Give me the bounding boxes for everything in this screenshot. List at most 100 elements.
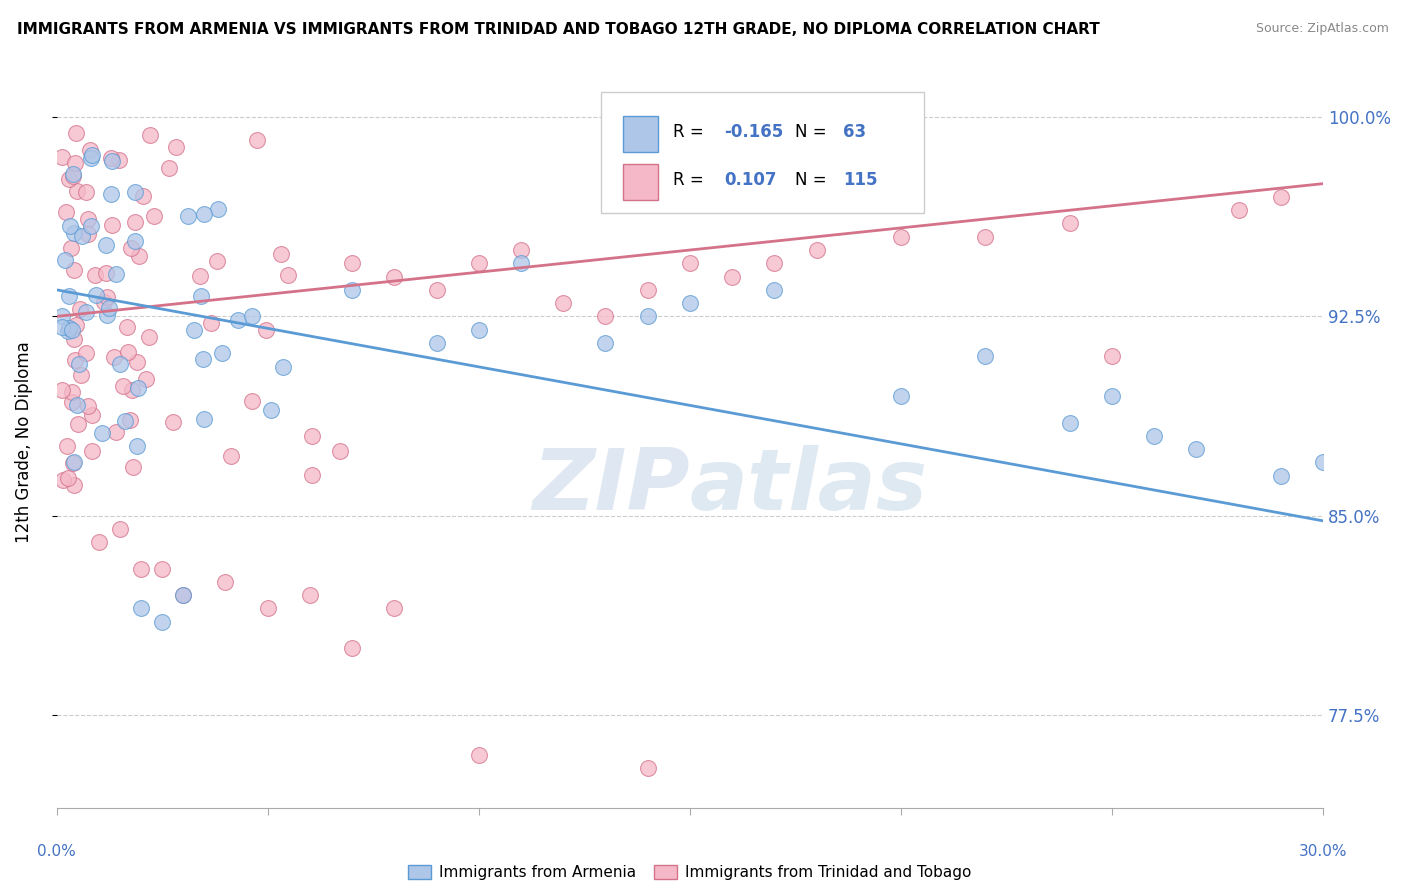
Point [77,227,100,241]
Point [117,320,139,334]
Point [62,457,84,471]
Point [70,368,93,383]
Point [138,330,160,344]
Point [65,318,87,332]
Point [190,289,212,303]
Point [124,215,146,229]
Point [159,161,181,175]
Point [256,601,278,615]
Point [60,395,83,409]
Point [139,128,162,142]
FancyBboxPatch shape [602,92,924,212]
Point [127,380,149,394]
Text: atlas: atlas [690,445,928,528]
Point [63,352,86,367]
Point [105,425,128,439]
Point [637,761,659,775]
Point [121,383,143,397]
Point [890,389,912,403]
Point [679,256,702,270]
Point [51,150,73,164]
Point [298,588,321,602]
Point [58,324,80,338]
Point [193,207,215,221]
Point [1227,203,1250,218]
Point [135,372,157,386]
Point [59,219,82,234]
Point [595,310,617,324]
Point [214,574,236,589]
Point [132,188,155,202]
Text: R =: R = [673,123,710,141]
Point [114,414,136,428]
Point [60,384,83,399]
Legend: Immigrants from Armenia, Immigrants from Trinidad and Tobago: Immigrants from Armenia, Immigrants from… [408,864,972,880]
Text: IMMIGRANTS FROM ARMENIA VS IMMIGRANTS FROM TRINIDAD AND TOBAGO 12TH GRADE, NO DI: IMMIGRANTS FROM ARMENIA VS IMMIGRANTS FR… [17,22,1099,37]
Point [382,269,405,284]
Point [66,184,89,198]
Point [62,332,84,346]
Point [103,350,125,364]
Text: Source: ZipAtlas.com: Source: ZipAtlas.com [1256,22,1389,36]
Point [382,601,405,615]
Text: 115: 115 [844,170,877,189]
Point [226,312,249,326]
Point [271,359,294,374]
Point [96,308,118,322]
Point [1312,455,1334,469]
Point [637,310,659,324]
Point [1185,442,1208,457]
Point [679,296,702,310]
Point [165,139,187,153]
Point [80,219,103,233]
Point [117,344,139,359]
Point [1059,217,1081,231]
Point [84,288,107,302]
Point [172,588,194,602]
Point [67,357,90,371]
Point [63,263,86,277]
Point [97,301,120,315]
Point [77,399,100,413]
FancyBboxPatch shape [623,116,658,153]
Point [101,218,124,232]
Point [426,335,449,350]
Point [112,379,135,393]
Point [96,290,118,304]
Point [94,266,117,280]
Point [101,154,124,169]
Point [1101,349,1123,363]
Point [190,269,212,284]
Point [763,256,786,270]
Text: 63: 63 [844,123,866,141]
Point [63,455,86,469]
Point [1143,429,1166,443]
Point [426,283,449,297]
Point [75,346,97,360]
Point [468,256,491,270]
Point [58,321,80,335]
Point [207,202,229,216]
Point [69,302,91,317]
Point [143,209,166,223]
Point [80,443,103,458]
Point [65,126,87,140]
Text: ZIP: ZIP [533,445,690,528]
Point [51,319,73,334]
Point [150,561,173,575]
Point [329,444,352,458]
Point [1059,416,1081,430]
Point [56,471,79,485]
Point [62,169,84,184]
Point [200,316,222,330]
Point [58,171,80,186]
Text: 0.107: 0.107 [724,170,776,189]
Point [62,167,84,181]
Point [1270,468,1292,483]
Point [82,408,104,422]
Point [96,237,118,252]
Point [56,439,79,453]
Point [207,253,229,268]
Point [70,229,93,244]
Point [468,747,491,762]
